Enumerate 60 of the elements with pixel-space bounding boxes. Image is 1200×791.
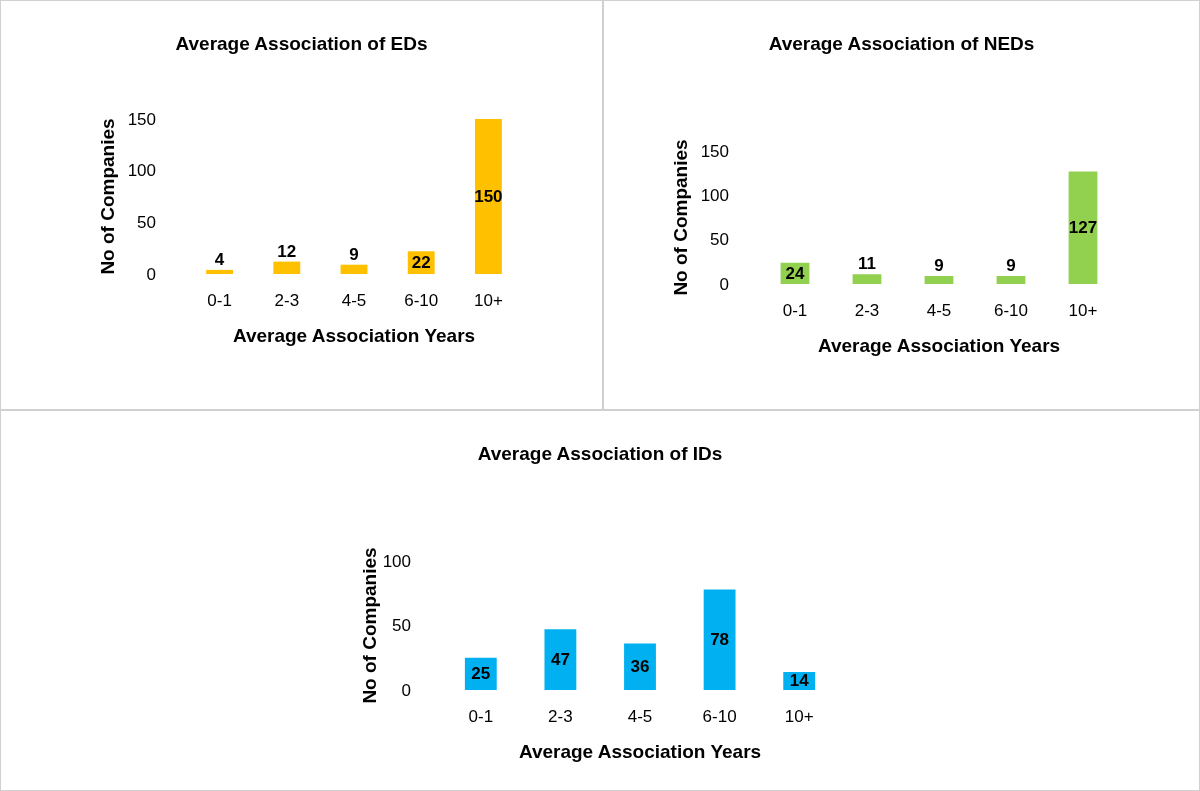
- y-tick-label: 50: [137, 212, 156, 232]
- bar: [1068, 171, 1098, 284]
- bar: [206, 269, 234, 274]
- chart-title: Average Association of NEDs: [768, 33, 1035, 54]
- bar: [474, 119, 502, 274]
- y-axis-title: No of Companies: [358, 547, 380, 704]
- bar: [273, 261, 301, 274]
- y-tick-label: 0: [719, 274, 729, 294]
- x-tick-label: 6-10: [404, 291, 439, 310]
- data-label: 9: [349, 244, 359, 264]
- bar: [340, 264, 368, 274]
- y-tick-label: 50: [392, 616, 411, 635]
- x-tick-label: 10+: [1068, 301, 1098, 320]
- x-tick-label: 2-3: [854, 301, 880, 320]
- x-tick-label: 10+: [784, 707, 814, 726]
- y-tick-label: 100: [700, 185, 729, 205]
- data-label: 127: [1068, 218, 1098, 238]
- y-tick-label: 150: [700, 141, 729, 161]
- y-tick-label: 0: [401, 680, 411, 700]
- y-tick-label: 100: [127, 161, 156, 181]
- x-tick-label: 4-5: [341, 291, 367, 310]
- data-label: 24: [785, 263, 805, 283]
- data-label: 25: [471, 664, 491, 684]
- y-tick-label: 100: [382, 551, 411, 571]
- bar: [996, 276, 1026, 284]
- x-tick-label: 2-3: [548, 707, 573, 726]
- x-tick-label: 0-1: [468, 707, 494, 726]
- data-label: 9: [1006, 256, 1016, 276]
- x-axis-title: Average Association Years: [232, 325, 476, 346]
- bar: [852, 274, 882, 284]
- x-tick-label: 4-5: [926, 301, 952, 320]
- y-tick-label: 150: [127, 109, 156, 129]
- x-tick-label: 10+: [473, 291, 503, 310]
- x-axis-title: Average Association Years: [817, 335, 1061, 356]
- data-label: 4: [214, 249, 225, 269]
- x-tick-label: 6-10: [993, 301, 1029, 320]
- y-tick-label: 50: [710, 230, 729, 250]
- data-label: 150: [474, 187, 503, 206]
- chart-title: Average Association of EDs: [175, 33, 428, 54]
- data-label: 11: [858, 254, 876, 274]
- x-tick-label: 6-10: [702, 707, 737, 726]
- data-label: 14: [789, 671, 810, 691]
- data-label: 47: [550, 650, 570, 670]
- data-label: 78: [710, 630, 730, 650]
- y-tick-label: 0: [146, 264, 156, 284]
- y-axis-title: No of Companies: [669, 139, 691, 296]
- y-axis-title: No of Companies: [96, 118, 118, 275]
- x-tick-label: 0-1: [207, 291, 232, 310]
- bar: [703, 589, 736, 690]
- bar: [544, 629, 577, 690]
- data-label: 9: [934, 256, 944, 276]
- data-label: 12: [277, 241, 297, 261]
- bar: [924, 276, 954, 284]
- chart-title: Average Association of IDs: [477, 443, 723, 464]
- x-tick-label: 2-3: [274, 291, 300, 310]
- data-label: 36: [630, 657, 650, 677]
- x-axis-title: Average Association Years: [518, 741, 762, 762]
- data-label: 22: [411, 253, 431, 273]
- x-tick-label: 4-5: [627, 707, 653, 726]
- x-tick-label: 0-1: [782, 301, 808, 320]
